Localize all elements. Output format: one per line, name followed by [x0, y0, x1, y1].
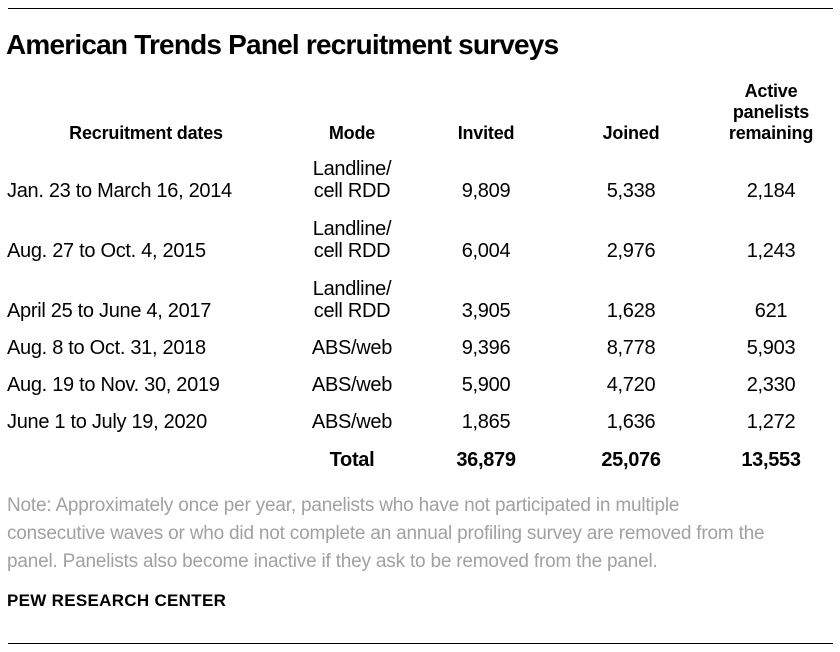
- cell-invited: 9,809: [461, 180, 511, 202]
- cell-invited: 6,004: [461, 240, 511, 262]
- total-active: 13,553: [741, 449, 801, 471]
- cell-joined: 4,720: [606, 374, 656, 396]
- table-row: June 1 to July 19, 2020 ABS/web 1,865 1,…: [0, 402, 840, 439]
- header-mode: Mode: [328, 123, 376, 143]
- figure-note: Note: Approximately once per year, panel…: [7, 495, 765, 572]
- header-invited: Invited: [457, 123, 515, 143]
- cell-joined: 5,338: [606, 180, 656, 202]
- figure-title: American Trends Panel recruitment survey…: [6, 29, 559, 60]
- cell-mode: Landline/ cell RDD: [312, 218, 392, 262]
- cell-mode: ABS/web: [311, 337, 393, 359]
- cell-mode: Landline/ cell RDD: [312, 278, 392, 322]
- cell-dates: Jan. 23 to March 16, 2014: [7, 180, 232, 202]
- header-recruitment-dates: Recruitment dates: [69, 123, 223, 143]
- cell-invited: 5,900: [461, 374, 511, 396]
- recruitment-table: Recruitment dates Mode Invited Joined Ac…: [0, 80, 840, 477]
- cell-joined: 1,628: [606, 300, 656, 322]
- cell-mode: ABS/web: [311, 411, 393, 433]
- cell-active: 621: [754, 300, 788, 322]
- bottom-rule: [8, 643, 833, 644]
- cell-dates: Aug. 8 to Oct. 31, 2018: [7, 337, 206, 359]
- cell-active: 1,243: [746, 240, 796, 262]
- cell-active: 2,184: [746, 180, 796, 202]
- table-row: Aug. 8 to Oct. 31, 2018 ABS/web 9,396 8,…: [0, 328, 840, 365]
- total-joined: 25,076: [601, 449, 661, 471]
- cell-active: 1,272: [746, 411, 796, 433]
- table-row: Jan. 23 to March 16, 2014 Landline/ cell…: [0, 148, 840, 208]
- total-label: Total: [329, 449, 375, 471]
- cell-joined: 8,778: [606, 337, 656, 359]
- header-active-panelists-label: Active panelists remaining: [728, 81, 814, 143]
- table-row: Aug. 19 to Nov. 30, 2019 ABS/web 5,900 4…: [0, 365, 840, 402]
- source-attribution: PEW RESEARCH CENTER: [7, 591, 227, 610]
- cell-dates: Aug. 19 to Nov. 30, 2019: [7, 374, 220, 396]
- header-joined: Joined: [602, 123, 660, 143]
- table-total-row: Total 36,879 25,076 13,553: [0, 439, 840, 477]
- cell-mode: ABS/web: [311, 374, 393, 396]
- cell-active: 5,903: [746, 337, 796, 359]
- cell-joined: 2,976: [606, 240, 656, 262]
- cell-dates: June 1 to July 19, 2020: [7, 411, 207, 433]
- cell-joined: 1,636: [606, 411, 656, 433]
- total-invited: 36,879: [456, 449, 516, 471]
- header-active-panelists: Active panelists remaining: [702, 80, 840, 148]
- table-header-row: Recruitment dates Mode Invited Joined Ac…: [0, 80, 840, 148]
- cell-invited: 3,905: [461, 300, 511, 322]
- table-row: Aug. 27 to Oct. 4, 2015 Landline/ cell R…: [0, 208, 840, 268]
- top-rule: [8, 8, 833, 9]
- cell-invited: 1,865: [461, 411, 511, 433]
- total-empty-cell: [0, 439, 292, 477]
- cell-invited: 9,396: [461, 337, 511, 359]
- table-row: April 25 to June 4, 2017 Landline/ cell …: [0, 268, 840, 328]
- cell-active: 2,330: [746, 374, 796, 396]
- cell-mode: Landline/ cell RDD: [312, 158, 392, 202]
- cell-dates: April 25 to June 4, 2017: [7, 300, 212, 322]
- cell-dates: Aug. 27 to Oct. 4, 2015: [7, 240, 206, 262]
